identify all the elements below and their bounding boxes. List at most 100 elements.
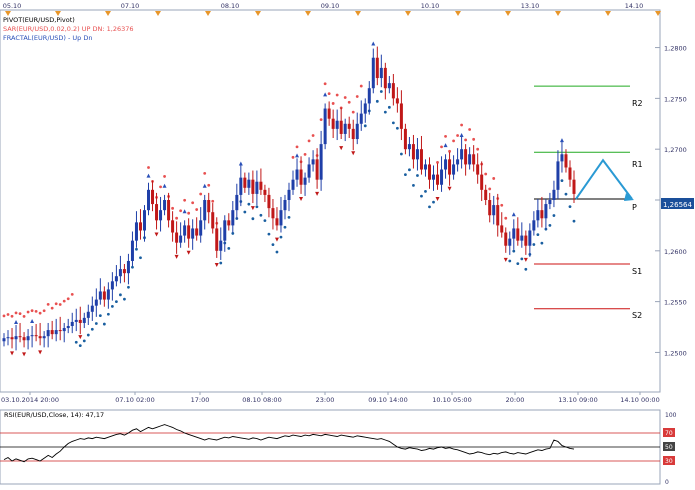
candle-body [552,189,556,200]
sar-dot [399,152,403,156]
candle-body [319,144,323,180]
rsi-legend: RSI(EUR/USD,Close, 14): 47,17 [4,411,104,419]
fractal-down-marker [274,237,279,242]
fractal-down-marker [154,232,159,237]
fractal-down-marker [339,146,344,151]
candle-body [391,83,395,99]
candle-body [14,336,18,340]
candle-body [187,225,191,239]
sar-dot [110,304,114,308]
main-plot-area[interactable] [0,9,661,393]
candle-body [247,179,251,188]
candle-body [379,67,383,79]
candle-body [307,164,311,178]
candle-body [191,228,195,239]
fractal-down-marker [10,351,15,356]
sar-dot [391,121,395,125]
sar-dot [46,302,50,306]
top-scale-marker [505,11,511,16]
sar-dot [34,309,38,313]
candle-body [22,337,26,341]
candle-body [235,194,239,211]
sar-dot [131,265,134,269]
candle-body [508,238,512,246]
top-date-label: 09.10 [321,2,340,10]
candle-body [440,169,444,185]
candle-body [114,276,118,282]
sar-dot [295,145,299,149]
candlestick-series [2,46,576,351]
price-tick-label: 1,2550 [664,299,687,307]
price-tick-label: 1,2750 [664,95,687,103]
sar-dot [247,202,251,206]
candle-body [500,225,504,233]
rsi-level-tag [663,428,675,437]
sar-dot [440,145,443,149]
sar-dot [42,309,46,313]
candle-body [468,154,472,165]
candle-body [279,210,283,226]
time-axis: 03.10.2014 20:00 07.10 02:00 17:00 08.10 08… [1,392,660,404]
time-tick-label: 23:00 [316,396,335,404]
legend-fractal: FRACTAL(EUR/USD) - Up Dn [3,34,92,42]
legend-sar: SAR(EUR/USD,0.02,0.2) UP DN: 1,26376 [3,25,134,33]
sar-dot [147,166,150,169]
sar-dot [54,302,58,306]
fractal-up-marker [443,143,448,148]
candle-body [407,144,411,150]
sar-dot [327,92,331,96]
top-scale-marker [555,11,561,16]
price-tick-label: 1,2800 [664,45,687,53]
sar-dot [259,213,263,217]
sar-dot [139,256,142,260]
top-scale-marker [255,11,261,16]
candle-body [448,159,452,175]
sar-dot [428,205,431,209]
fractal-up-marker [182,209,187,214]
sar-dot [175,216,179,220]
sar-dot [58,303,62,306]
candle-body [122,269,126,274]
candle-body [536,210,540,221]
sar-dot [10,314,14,318]
top-date-label: 05.10 [3,2,22,10]
candle-body [359,113,363,124]
sar-dot [243,210,247,214]
candle-body [367,88,371,104]
sar-dot [532,243,536,246]
candle-body [211,212,215,229]
sar-dot [127,285,130,289]
sar-dot [416,174,419,177]
candle-body [327,108,331,119]
pivot-label-r2: R2 [632,99,643,108]
candle-body [259,181,263,190]
sar-dot [203,171,207,175]
sar-dot [548,224,552,227]
fractal-down-marker [503,257,508,262]
sar-dot [468,128,472,131]
candle-body [207,200,211,213]
rsi-axis: 100 70 50 30 0 [663,412,677,486]
candle-body [54,330,58,335]
candle-body [548,200,552,205]
price-tick-label: 1,2700 [664,146,687,154]
sar-dot [572,219,576,223]
fractal-down-marker [447,186,452,191]
candle-body [287,189,291,200]
sar-dot [408,168,411,172]
top-scale-marker [655,11,661,16]
candle-body [371,57,375,89]
sar-dot [564,192,568,196]
fractal-up-marker [14,319,19,324]
candle-body [572,179,576,194]
candle-body [339,120,343,134]
top-scale-marker [205,11,211,16]
rsi-line [3,424,575,463]
candle-body [66,326,70,329]
sar-dot [347,100,351,104]
candle-body [415,149,419,160]
sar-dot [78,344,82,348]
sar-dot [379,90,383,93]
sar-dot [319,118,323,122]
